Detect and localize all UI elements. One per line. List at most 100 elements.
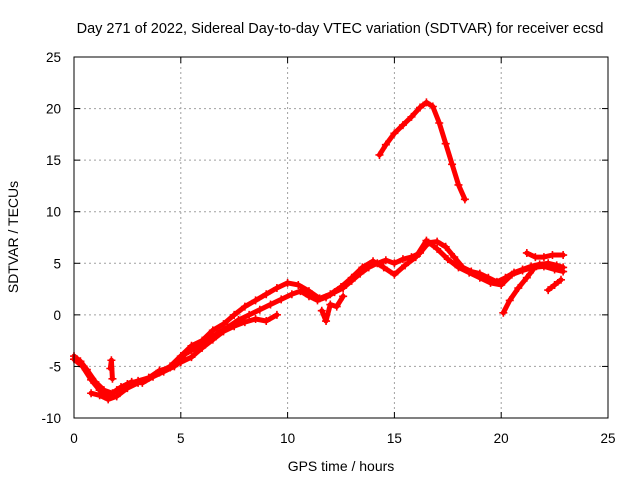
y-tick-label: 20 (46, 102, 61, 117)
x-tick-label: 25 (600, 431, 615, 446)
data-point-marker (322, 317, 331, 326)
data-point-marker (548, 251, 557, 260)
data-point-marker (208, 335, 217, 344)
data-point-marker (176, 358, 185, 367)
x-tick-label: 10 (280, 431, 295, 446)
data-point-marker (557, 275, 566, 284)
data-point-marker (187, 353, 196, 362)
series-track-8 (317, 292, 348, 326)
series-track-1 (70, 237, 568, 398)
data-point-marker (332, 302, 341, 311)
x-tick-label: 15 (387, 431, 402, 446)
x-tick-label: 0 (70, 431, 78, 446)
series-track-3 (87, 310, 281, 404)
series-line (376, 99, 468, 202)
data-point-marker (531, 253, 540, 262)
data-point-marker (486, 278, 495, 287)
data-point-marker (198, 343, 207, 352)
data-point-marker (441, 242, 450, 251)
data-point-marker (465, 268, 474, 277)
data-point-marker (460, 195, 469, 204)
data-point-marker (104, 395, 113, 404)
data-point-marker (450, 253, 459, 262)
data-point-marker (428, 102, 437, 111)
data-point-marker (272, 310, 281, 319)
data-point-marker (187, 341, 196, 350)
data-point-marker (251, 296, 260, 305)
data-point-marker (277, 295, 286, 304)
grid-lines (74, 57, 608, 418)
data-point-marker (219, 320, 228, 329)
data-point-marker (87, 375, 96, 384)
y-tick-label: 0 (53, 308, 61, 323)
data-point-marker (262, 317, 271, 326)
data-point-marker (390, 129, 399, 138)
data-point-marker (326, 290, 335, 299)
data-point-marker (454, 263, 463, 272)
data-point-marker (155, 366, 164, 375)
data-point-marker (381, 256, 390, 265)
data-point-marker (219, 327, 228, 336)
data-point-marker (87, 389, 96, 398)
data-point-marker (559, 267, 568, 276)
data-point-marker (245, 310, 254, 319)
data-point-marker (266, 300, 275, 309)
y-tick-label: 5 (53, 256, 61, 271)
y-tick-label: -5 (49, 359, 61, 374)
data-point-marker (379, 263, 388, 272)
data-point-marker (337, 283, 345, 292)
data-point-marker (375, 150, 384, 159)
data-point-marker (166, 363, 175, 372)
series-track-4 (375, 98, 469, 204)
y-tick-label: 25 (46, 50, 61, 65)
data-point-marker (108, 374, 117, 383)
data-point-marker (347, 273, 356, 282)
data-point-marker (123, 384, 132, 393)
data-point-marker (112, 392, 121, 401)
data-point-marker (454, 180, 463, 189)
data-point-marker (544, 286, 553, 295)
data-point-marker (326, 300, 335, 309)
data-point-marker (505, 296, 514, 305)
chart-title: Day 271 of 2022, Sidereal Day-to-day VTE… (77, 21, 604, 37)
data-point-marker (144, 373, 153, 382)
data-point-marker (441, 139, 450, 148)
series-track-5 (499, 265, 538, 317)
data-point-marker (433, 237, 442, 246)
data-point-marker (550, 280, 559, 289)
data-point-marker (198, 336, 207, 345)
data-point-marker (283, 278, 292, 287)
series-line (71, 239, 566, 396)
axis-ticks: 0 5 10 15 20 25 -10 -5 0 5 10 15 20 25 (41, 50, 615, 446)
data-point-marker (230, 322, 239, 331)
data-point-marker (559, 251, 568, 260)
x-tick-label: 20 (494, 431, 509, 446)
x-tick-label: 5 (177, 431, 185, 446)
data-point-marker (287, 290, 296, 299)
data-point-marker (390, 270, 399, 279)
data-point-marker (251, 314, 260, 323)
data-point-marker (106, 364, 115, 373)
data-point-marker (107, 356, 116, 365)
data-point-marker (262, 290, 271, 299)
data-point-marker (539, 262, 548, 271)
series-line (71, 238, 566, 399)
series-track-6 (522, 248, 568, 262)
data-point-marker (294, 280, 303, 289)
data-series (70, 98, 568, 404)
data-point-marker (381, 140, 390, 149)
data-point-marker (422, 236, 431, 245)
data-point-marker (416, 103, 425, 112)
data-point-marker (497, 280, 506, 289)
data-point-marker (95, 391, 104, 400)
data-point-marker (443, 255, 452, 264)
data-point-marker (272, 284, 281, 293)
plot-frame (73, 56, 609, 419)
data-point-marker (134, 378, 143, 387)
data-point-marker (398, 121, 407, 130)
data-point-marker (518, 266, 527, 275)
data-point-marker (230, 310, 239, 319)
data-point-marker (550, 265, 559, 274)
